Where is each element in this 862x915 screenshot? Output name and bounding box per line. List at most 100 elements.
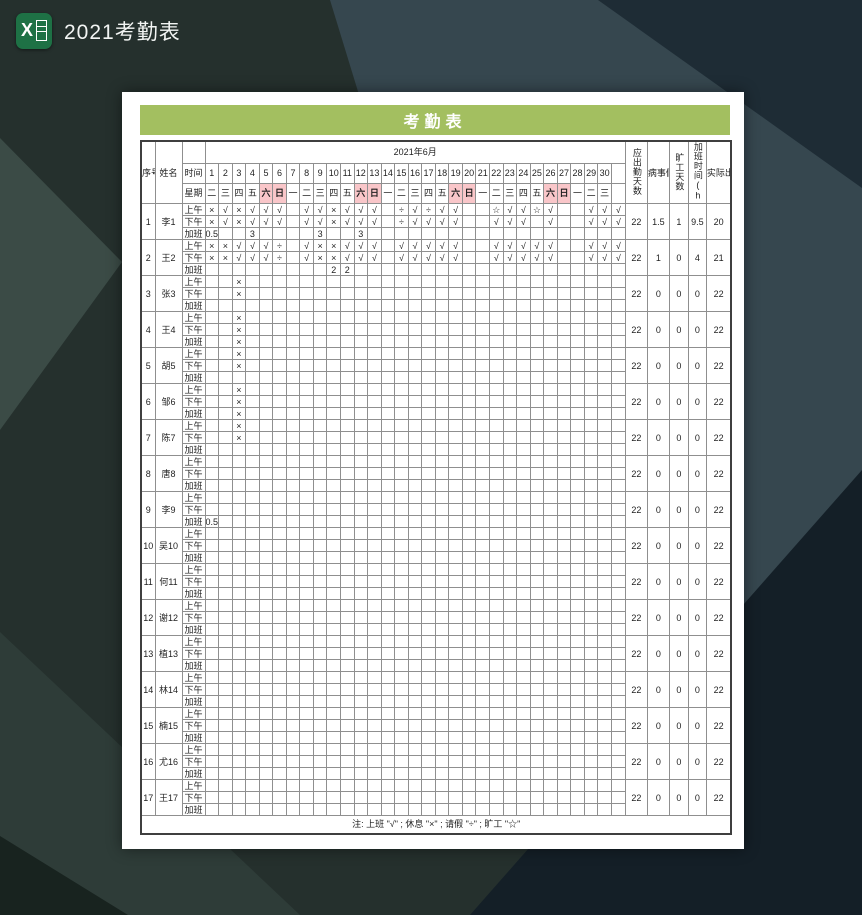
mark-cell[interactable]: [299, 671, 314, 684]
mark-cell[interactable]: [312, 503, 328, 516]
row-label-overtime[interactable]: 加班: [181, 623, 206, 636]
mark-cell[interactable]: [204, 443, 220, 456]
mark-cell[interactable]: [475, 635, 490, 648]
mark-cell[interactable]: [339, 671, 355, 684]
mark-cell[interactable]: [461, 635, 477, 648]
mark-cell[interactable]: [583, 707, 599, 720]
mark-cell[interactable]: [326, 611, 341, 624]
mark-cell[interactable]: [245, 719, 260, 732]
mark-cell[interactable]: [380, 311, 396, 324]
mark-cell[interactable]: [326, 335, 341, 348]
mark-cell[interactable]: [339, 611, 355, 624]
mark-cell[interactable]: [489, 539, 504, 552]
day-number-header[interactable]: 13: [367, 162, 382, 184]
mark-cell[interactable]: √: [245, 251, 260, 264]
mark-cell[interactable]: [394, 659, 409, 672]
mark-cell[interactable]: [326, 551, 341, 564]
mark-cell[interactable]: [516, 707, 531, 720]
mark-cell[interactable]: [421, 275, 436, 288]
mark-cell[interactable]: [218, 743, 233, 756]
mark-cell[interactable]: [543, 503, 558, 516]
mark-cell[interactable]: [461, 527, 477, 540]
mark-cell[interactable]: [448, 455, 463, 468]
mark-cell[interactable]: [299, 323, 314, 336]
mark-cell[interactable]: [610, 407, 626, 420]
mark-cell[interactable]: [299, 683, 314, 696]
mark-cell[interactable]: [326, 371, 341, 384]
mark-cell[interactable]: [529, 323, 545, 336]
mark-cell[interactable]: [326, 491, 341, 504]
mark-cell[interactable]: [353, 563, 369, 576]
mark-cell[interactable]: [421, 383, 436, 396]
mark-cell[interactable]: ×: [204, 239, 220, 252]
mark-cell[interactable]: [339, 275, 355, 288]
mark-cell[interactable]: [258, 323, 274, 336]
mark-cell[interactable]: [407, 623, 423, 636]
mark-cell[interactable]: [461, 647, 477, 660]
mark-cell[interactable]: [339, 299, 355, 312]
mark-cell[interactable]: [475, 503, 490, 516]
mark-cell[interactable]: [448, 719, 463, 732]
mark-cell[interactable]: [461, 515, 477, 528]
mark-cell[interactable]: [218, 419, 233, 432]
mark-cell[interactable]: [543, 719, 558, 732]
summary-value-1[interactable]: 22: [624, 671, 648, 708]
mark-cell[interactable]: [218, 407, 233, 420]
mark-cell[interactable]: [204, 659, 220, 672]
mark-cell[interactable]: [556, 407, 572, 420]
mark-cell[interactable]: [339, 695, 355, 708]
mark-cell[interactable]: [231, 575, 247, 588]
mark-cell[interactable]: [421, 335, 436, 348]
summary-value-5[interactable]: 22: [705, 779, 732, 816]
mark-cell[interactable]: [367, 695, 382, 708]
mark-cell[interactable]: [529, 515, 545, 528]
mark-cell[interactable]: [258, 359, 274, 372]
mark-cell[interactable]: [556, 311, 572, 324]
summary-value-4[interactable]: 0: [687, 527, 707, 564]
mark-cell[interactable]: [448, 743, 463, 756]
summary-value-4[interactable]: 0: [687, 491, 707, 528]
mark-cell[interactable]: [231, 443, 247, 456]
mark-cell[interactable]: [434, 227, 450, 240]
mark-cell[interactable]: [461, 695, 477, 708]
mark-cell[interactable]: 0.5: [204, 515, 220, 528]
person-no[interactable]: 9: [140, 491, 156, 528]
mark-cell[interactable]: [339, 323, 355, 336]
mark-cell[interactable]: [353, 275, 369, 288]
mark-cell[interactable]: [367, 707, 382, 720]
mark-cell[interactable]: [258, 455, 274, 468]
mark-cell[interactable]: [543, 491, 558, 504]
mark-cell[interactable]: [272, 767, 287, 780]
mark-cell[interactable]: [204, 563, 220, 576]
mark-cell[interactable]: [218, 647, 233, 660]
mark-cell[interactable]: [380, 671, 396, 684]
person-no[interactable]: 2: [140, 239, 156, 276]
mark-cell[interactable]: [204, 383, 220, 396]
mark-cell[interactable]: [299, 263, 314, 276]
mark-cell[interactable]: [353, 347, 369, 360]
mark-cell[interactable]: [258, 299, 274, 312]
mark-cell[interactable]: [312, 575, 328, 588]
mark-cell[interactable]: [218, 659, 233, 672]
mark-cell[interactable]: [245, 491, 260, 504]
mark-cell[interactable]: [610, 359, 626, 372]
summary-value-1[interactable]: 22: [624, 635, 648, 672]
mark-cell[interactable]: [204, 635, 220, 648]
mark-cell[interactable]: [489, 407, 504, 420]
weekday-header[interactable]: 一: [285, 182, 301, 205]
mark-cell[interactable]: [367, 755, 382, 768]
mark-cell[interactable]: [489, 275, 504, 288]
mark-cell[interactable]: [597, 503, 612, 516]
mark-cell[interactable]: [285, 395, 301, 408]
mark-cell[interactable]: [597, 443, 612, 456]
mark-cell[interactable]: [583, 539, 599, 552]
mark-cell[interactable]: [543, 767, 558, 780]
mark-cell[interactable]: [556, 239, 572, 252]
mark-cell[interactable]: [367, 455, 382, 468]
mark-cell[interactable]: [367, 335, 382, 348]
mark-cell[interactable]: [326, 731, 341, 744]
row-label-morning[interactable]: 上午: [181, 347, 206, 360]
mark-cell[interactable]: [204, 671, 220, 684]
mark-cell[interactable]: [489, 515, 504, 528]
mark-cell[interactable]: [570, 659, 585, 672]
